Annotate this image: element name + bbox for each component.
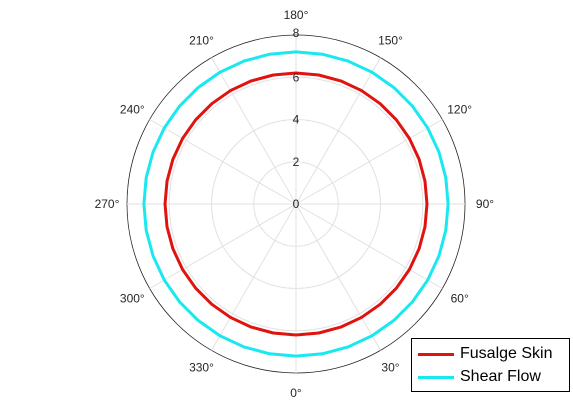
theta-tick-labels: 0° 30° 60° 90° 120° 150° 180° 210° 240° 270° 300° 3…: [95, 8, 495, 400]
legend-label-fusalge-skin: Fusalge Skin: [460, 345, 553, 362]
legend-swatch-fusalge-skin: [418, 352, 454, 356]
theta-tick-label-90: 90°: [476, 197, 494, 211]
legend-entry-fusalge-skin: Fusalge Skin: [418, 343, 553, 365]
r-tick-label-8: 8: [293, 26, 300, 40]
theta-tick-label-120: 120°: [447, 103, 472, 117]
theta-tick-label-60: 60°: [451, 292, 469, 306]
grid-spoke-120: [295, 119, 443, 205]
r-tick-label-0: 0: [293, 197, 300, 211]
series-line-fusalge-skin: [163, 71, 429, 337]
legend-entry-shear-flow: Shear Flow: [418, 366, 541, 388]
grid-spoke-240: [149, 119, 297, 205]
theta-tick-label-210: 210°: [189, 33, 214, 47]
grid-spoke-300: [149, 203, 297, 289]
r-tick-label-2: 2: [293, 155, 300, 169]
theta-tick-label-300: 300°: [120, 292, 145, 306]
theta-tick-label-180: 180°: [284, 8, 309, 22]
polar-grid: [126, 34, 466, 374]
theta-tick-label-240: 240°: [120, 103, 145, 117]
grid-spoke-30: [295, 203, 381, 351]
legend: Fusalge Skin Shear Flow: [411, 338, 570, 392]
grid-spoke-150: [295, 57, 381, 205]
r-tick-label-4: 4: [293, 113, 300, 127]
grid-spoke-210: [211, 57, 297, 205]
series-layer: [142, 50, 450, 358]
legend-label-shear-flow: Shear Flow: [460, 368, 541, 385]
legend-swatch-shear-flow: [418, 375, 454, 379]
theta-tick-label-0: 0°: [290, 386, 302, 400]
theta-tick-label-270: 270°: [95, 197, 120, 211]
grid-spoke-330: [211, 203, 297, 351]
r-tick-label-6: 6: [293, 70, 300, 84]
series-line-shear-flow: [142, 50, 450, 358]
theta-tick-label-330: 330°: [189, 361, 214, 375]
r-tick-labels: 0 2 4 6 8: [293, 26, 300, 211]
theta-tick-label-30: 30°: [381, 361, 399, 375]
grid-spoke-60: [295, 203, 443, 289]
theta-tick-label-150: 150°: [378, 33, 403, 47]
